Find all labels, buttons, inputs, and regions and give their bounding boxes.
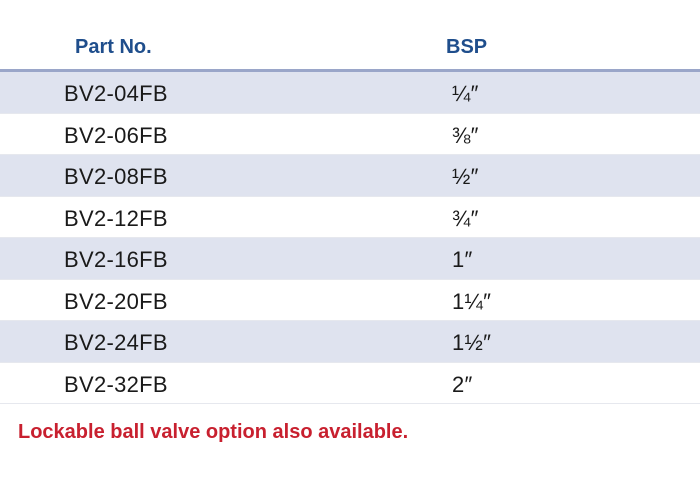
column-header-bsp: BSP: [446, 36, 488, 58]
table-row: BV2-06FB ⅜″: [0, 114, 700, 155]
table-row: BV2-12FB ¾″: [0, 197, 700, 238]
table-row: BV2-20FB 1¼″: [0, 280, 700, 321]
bsp-size-cell: ⅜″: [452, 122, 479, 148]
part-number-cell: BV2-24FB: [64, 330, 168, 355]
bsp-size-cell: 1¼″: [452, 288, 492, 314]
bsp-size-cell: 1½″: [452, 330, 492, 355]
part-number-cell: BV2-20FB: [64, 288, 168, 314]
part-number-cell: BV2-04FB: [64, 81, 168, 106]
table-row: BV2-32FB 2″: [0, 363, 700, 404]
bsp-size-cell: ½″: [452, 164, 479, 189]
part-number-cell: BV2-32FB: [64, 371, 168, 397]
parts-table: Part No. BSP BV2-04FB ¼″ BV2-06FB ⅜″ BV2…: [0, 30, 700, 404]
table-header: Part No. BSP: [0, 30, 700, 72]
part-number-cell: BV2-16FB: [64, 247, 168, 272]
table-row: BV2-04FB ¼″: [0, 72, 700, 114]
availability-note: Lockable ball valve option also availabl…: [18, 421, 409, 443]
table-row: BV2-08FB ½″: [0, 155, 700, 197]
part-number-cell: BV2-12FB: [64, 205, 168, 231]
part-number-cell: BV2-08FB: [64, 164, 168, 189]
part-number-cell: BV2-06FB: [64, 122, 168, 148]
bsp-size-cell: ¼″: [452, 81, 479, 106]
bsp-size-cell: 1″: [452, 247, 473, 272]
table-row: BV2-16FB 1″: [0, 238, 700, 280]
table-row: BV2-24FB 1½″: [0, 321, 700, 363]
column-header-part-no: Part No.: [75, 36, 152, 58]
bsp-size-cell: ¾″: [452, 205, 479, 231]
bsp-size-cell: 2″: [452, 371, 473, 397]
